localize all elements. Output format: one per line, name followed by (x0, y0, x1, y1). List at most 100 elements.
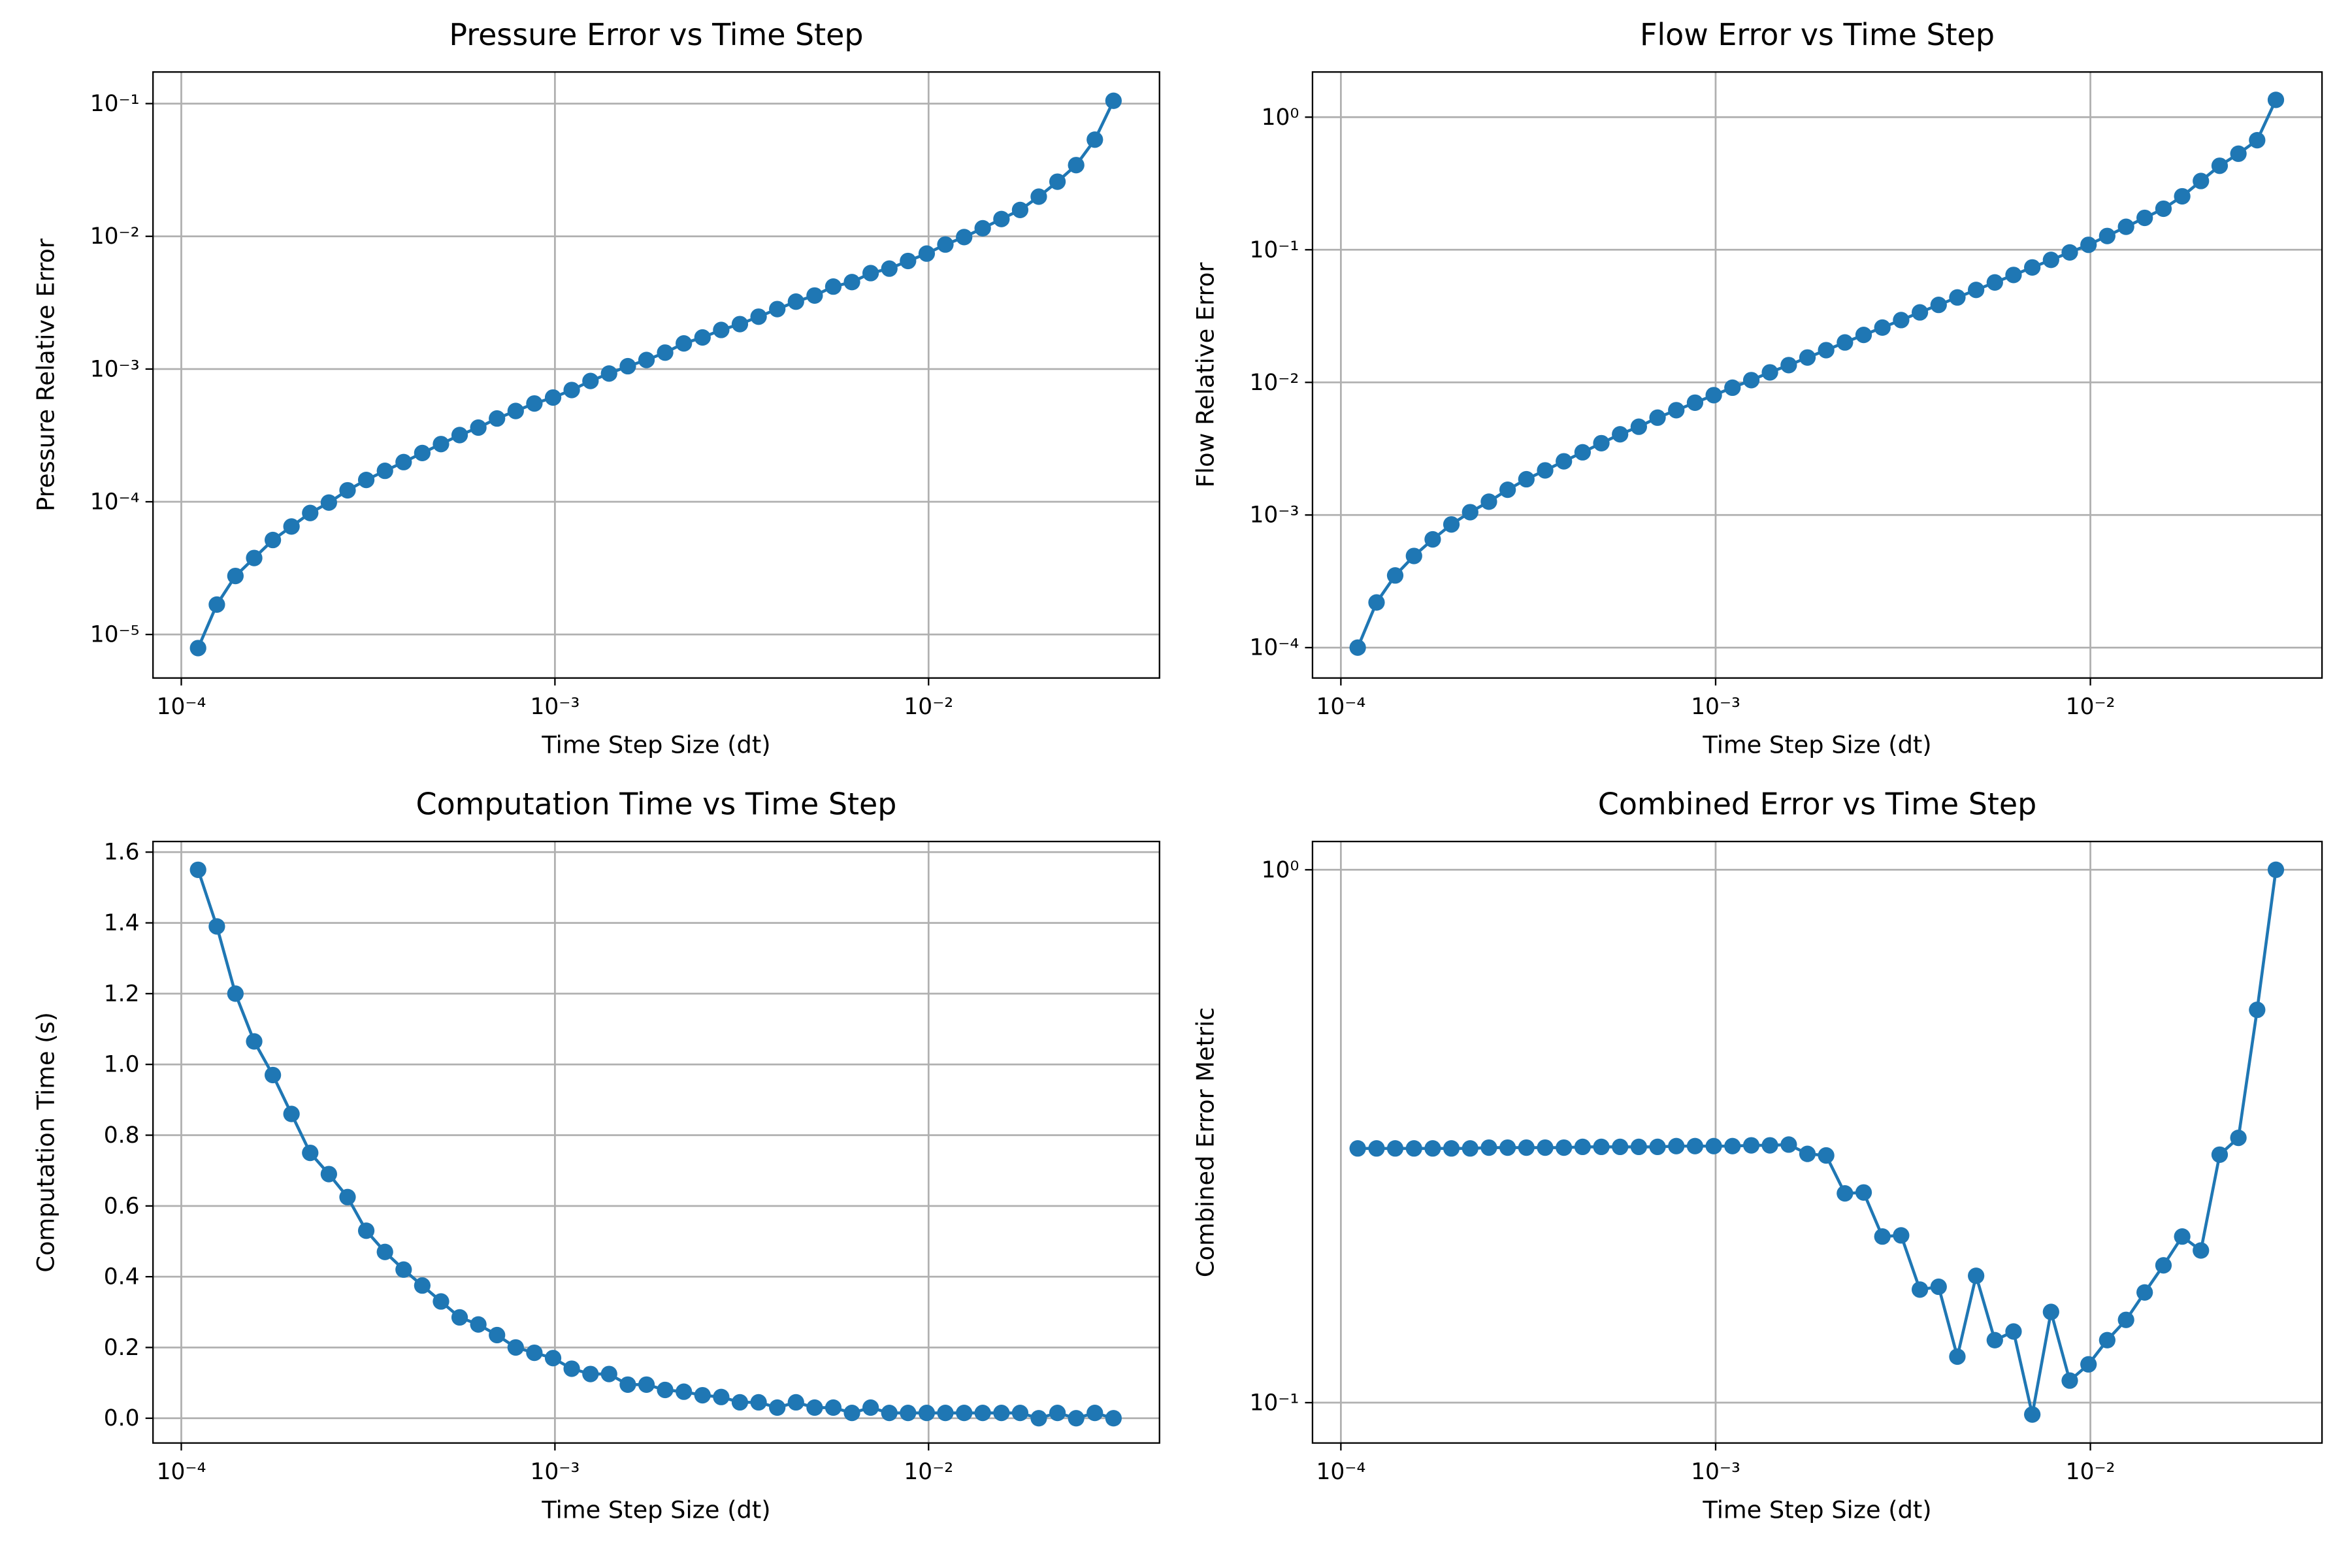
data-point (507, 402, 524, 419)
data-point (264, 531, 282, 549)
data-point (283, 518, 300, 535)
data-point (937, 1405, 954, 1422)
data-point (1855, 326, 1872, 344)
data-point (563, 382, 580, 399)
x-tick-label: 10⁻² (2066, 1459, 2115, 1485)
data-point (619, 1376, 636, 1393)
data-line (1356, 99, 2278, 649)
data-point (1630, 418, 1647, 435)
data-point (2024, 1406, 2041, 1423)
y-tick-label: 0.4 (104, 1264, 140, 1290)
data-point (357, 471, 375, 489)
data-point (1799, 349, 1816, 366)
data-point (582, 372, 599, 389)
data-point (544, 1350, 562, 1367)
data-point (1724, 379, 1741, 397)
data-point (1349, 1140, 1366, 1157)
data-point (489, 1326, 506, 1344)
data-point (1068, 157, 1085, 174)
data-point (1386, 567, 1404, 584)
data-point (713, 321, 730, 338)
data-point (694, 329, 711, 346)
data-point (2061, 244, 2078, 261)
data-point (1049, 173, 1066, 190)
data-point (1837, 1185, 1854, 1202)
y-tick-label: 10⁻¹ (90, 91, 140, 117)
data-point (2155, 200, 2172, 218)
data-point (227, 985, 244, 1002)
y-axis-label: Pressure Relative Error (32, 238, 60, 512)
data-point (1837, 334, 1854, 351)
x-tick-label: 10⁻³ (1691, 1459, 1740, 1485)
data-point (1086, 1405, 1103, 1422)
data-point (2249, 131, 2266, 149)
data-point (1537, 1139, 1554, 1156)
data-point (414, 1277, 431, 1294)
data-point (1030, 188, 1047, 205)
data-point (1612, 426, 1629, 443)
data-point (433, 436, 449, 453)
data-point (283, 1105, 300, 1122)
chart-title: Pressure Error vs Time Step (449, 17, 863, 52)
y-tick-label: 1.0 (104, 1052, 140, 1078)
data-point (1968, 282, 1985, 299)
data-point (657, 344, 674, 361)
data-point (1011, 1405, 1029, 1422)
data-point (1686, 394, 1704, 411)
data-point (1368, 1140, 1385, 1157)
data-point (1443, 1140, 1460, 1157)
data-point (881, 1405, 898, 1422)
data-point (1011, 201, 1029, 218)
y-tick-label: 10⁻⁵ (90, 622, 140, 648)
data-point (676, 1383, 693, 1400)
data-point (1930, 1278, 1947, 1296)
data-point (1780, 1136, 1797, 1153)
data-point (1911, 304, 1929, 321)
data-point (1911, 1281, 1929, 1298)
data-point (302, 1144, 319, 1162)
data-point (638, 1376, 655, 1393)
y-tick-label: 10⁻² (1249, 370, 1299, 396)
data-point (376, 1243, 393, 1260)
data-point (246, 1033, 263, 1050)
data-point (470, 1316, 487, 1333)
data-point (657, 1381, 674, 1399)
data-point (2230, 145, 2247, 162)
data-point (1930, 297, 1947, 314)
data-point (1761, 364, 1778, 381)
data-point (1949, 1348, 1966, 1365)
data-point (2024, 259, 2041, 276)
data-point (451, 427, 468, 444)
data-point (395, 1261, 412, 1278)
data-point (2193, 1242, 2210, 1259)
data-point (600, 365, 617, 382)
x-tick-label: 10⁻⁴ (1316, 1459, 1365, 1485)
data-point (2136, 209, 2153, 227)
data-point (433, 1293, 449, 1310)
data-point (1893, 1227, 1910, 1244)
plot-frame (152, 71, 1160, 679)
y-tick-label: 0.0 (104, 1405, 140, 1431)
data-point (2117, 218, 2134, 235)
x-tick-label: 10⁻² (904, 694, 953, 720)
data-point (2099, 227, 2115, 244)
data-point (227, 567, 244, 585)
data-point (1030, 1410, 1047, 1427)
data-point (750, 308, 767, 325)
data-point (2080, 1356, 2097, 1373)
x-tick-label: 10⁻³ (530, 694, 580, 720)
y-tick-label: 1.2 (104, 981, 140, 1007)
x-tick-label: 10⁻² (904, 1459, 953, 1485)
data-point (2267, 861, 2285, 878)
data-point (339, 482, 356, 499)
y-axis-label: Computation Time (s) (32, 1012, 60, 1273)
data-point (713, 1388, 730, 1405)
data-point (2080, 237, 2097, 253)
data-point (1686, 1137, 1704, 1154)
data-point (974, 1405, 991, 1422)
data-point (414, 444, 431, 462)
data-point (2211, 1146, 2229, 1163)
data-point (1556, 1139, 1573, 1156)
data-point (246, 549, 263, 566)
